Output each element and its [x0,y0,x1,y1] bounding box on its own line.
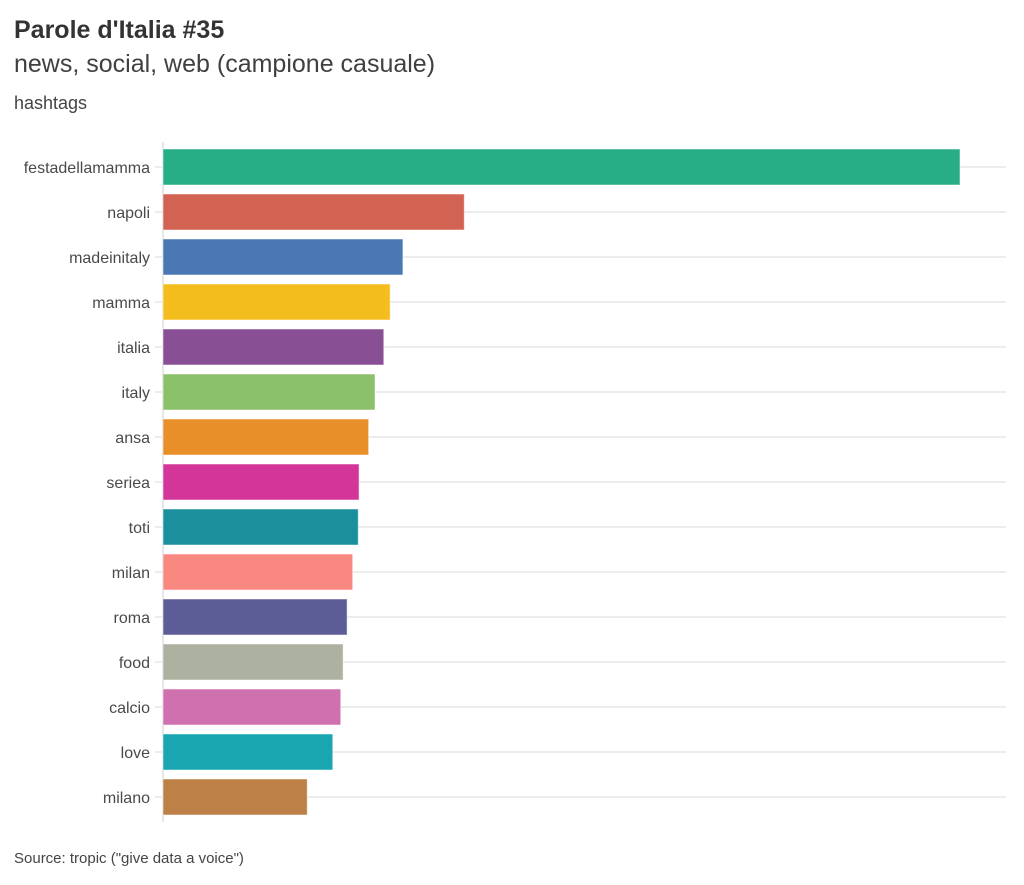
bar-food [162,643,344,681]
bar-toti [162,508,359,546]
category-label: italy [122,385,150,402]
bar-italia [162,328,385,366]
bar-napoli [162,193,465,231]
chart-subtitle: news, social, web (campione casuale) [14,50,436,78]
category-label: mamma [92,295,150,312]
category-label: madeinitaly [69,250,150,267]
bar-italy [162,373,376,411]
category-label: love [121,745,150,762]
bar-milan [162,553,354,591]
category-label: calcio [109,700,150,717]
chart-title: Parole d'Italia #35 [14,16,225,44]
bar-festadellamamma [162,148,961,186]
category-label: milano [103,790,150,807]
category-label: roma [114,610,151,627]
category-label: toti [129,520,150,537]
bar-roma [162,598,348,636]
category-label: festadellamamma [24,160,150,177]
category-label: ansa [115,430,150,447]
category-label: italia [117,340,150,357]
bar-ansa [162,418,370,456]
bar-milano [162,778,308,816]
category-label: food [119,655,150,672]
bar-madeinitaly [162,238,404,276]
bar-mamma [162,283,391,321]
category-label: napoli [107,205,150,222]
y-axis-title: hashtags [14,93,88,113]
category-label: milan [112,565,150,582]
bar-calcio [162,688,342,726]
category-labels: festadellamamma napoli madeinitaly mamma ita… [24,160,150,807]
category-label: seriea [106,475,150,492]
bars [162,148,961,816]
bar-love [162,733,334,771]
bar-seriea [162,463,360,501]
source-note: Source: tropic ("give data a voice") [14,850,244,867]
